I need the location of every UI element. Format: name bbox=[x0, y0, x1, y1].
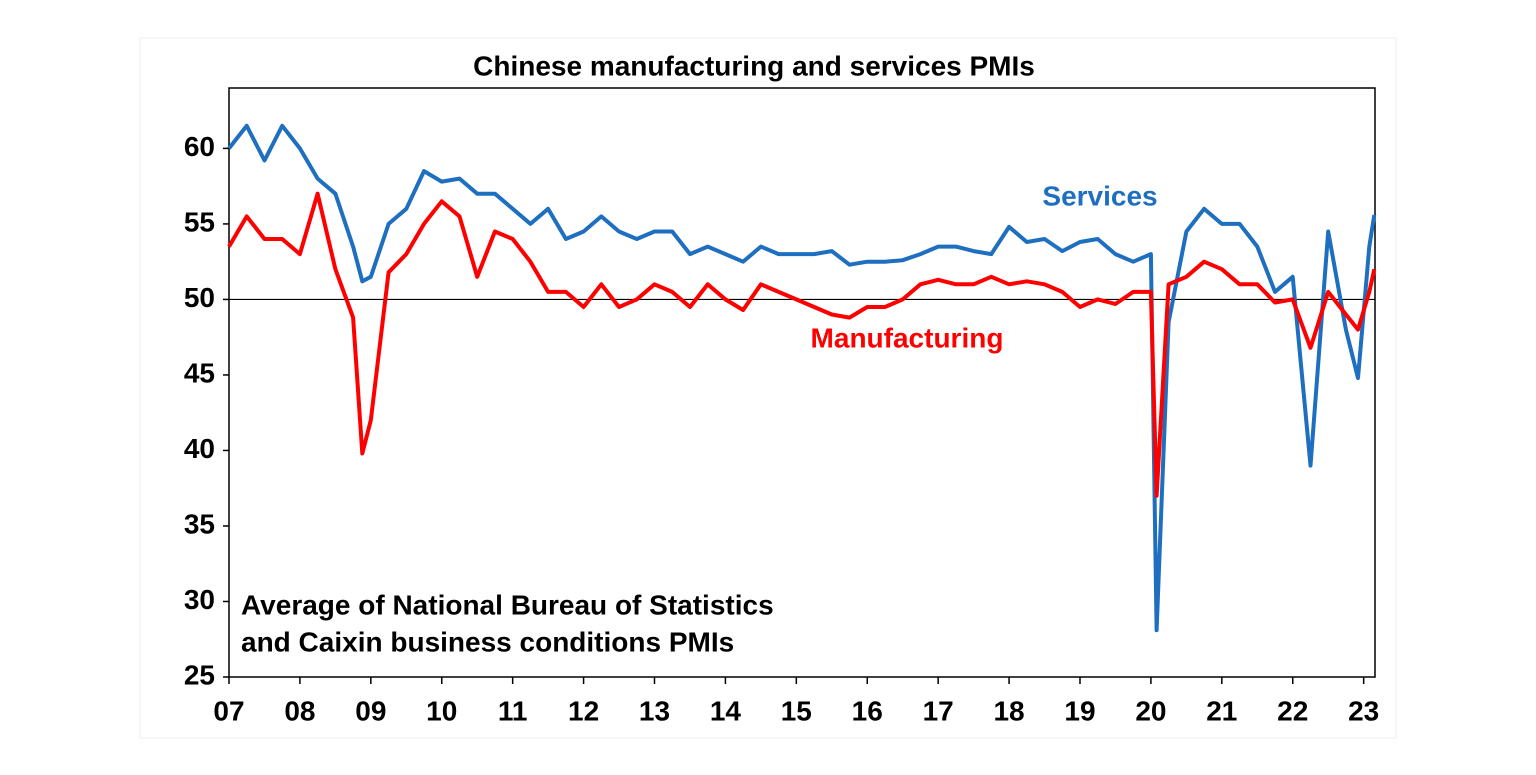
x-tick-label: 18 bbox=[993, 695, 1024, 726]
x-tick-label: 20 bbox=[1135, 695, 1166, 726]
plot-frame bbox=[228, 87, 1376, 678]
x-tick-label: 15 bbox=[781, 695, 812, 726]
x-tick-label: 21 bbox=[1206, 695, 1237, 726]
x-tick-label: 10 bbox=[426, 695, 457, 726]
x-tick-label: 14 bbox=[710, 695, 742, 726]
y-tick-label: 45 bbox=[184, 357, 215, 388]
y-tick-label: 25 bbox=[184, 659, 215, 690]
series-label: Services bbox=[1042, 180, 1157, 211]
x-tick-label: 07 bbox=[213, 695, 244, 726]
annotation: and Caixin business conditions PMIs bbox=[241, 626, 734, 657]
series-label: Manufacturing bbox=[811, 322, 1004, 353]
y-tick-label: 40 bbox=[184, 433, 215, 464]
x-tick-label: 13 bbox=[639, 695, 670, 726]
x-tick-label: 22 bbox=[1277, 695, 1308, 726]
x-tick-label: 09 bbox=[355, 695, 386, 726]
series-line bbox=[227, 123, 1377, 633]
x-tick-label: 19 bbox=[1064, 695, 1095, 726]
y-tick-label: 55 bbox=[184, 206, 215, 237]
x-tick-label: 17 bbox=[923, 695, 954, 726]
y-tick-label: 50 bbox=[184, 282, 215, 313]
y-tick-label: 30 bbox=[184, 584, 215, 615]
x-tick-label: 12 bbox=[568, 695, 599, 726]
series-line bbox=[227, 191, 1377, 498]
y-tick-label: 60 bbox=[184, 131, 215, 162]
x-tick-label: 08 bbox=[284, 695, 315, 726]
x-tick-label: 23 bbox=[1348, 695, 1379, 726]
chart-area bbox=[139, 37, 1397, 739]
x-tick-label: 11 bbox=[498, 695, 528, 726]
chart-title: Chinese manufacturing and services PMIs bbox=[473, 50, 1035, 81]
x-tick-label: 16 bbox=[852, 695, 883, 726]
y-tick-label: 35 bbox=[184, 508, 215, 539]
annotation: Average of National Bureau of Statistics bbox=[241, 589, 774, 620]
